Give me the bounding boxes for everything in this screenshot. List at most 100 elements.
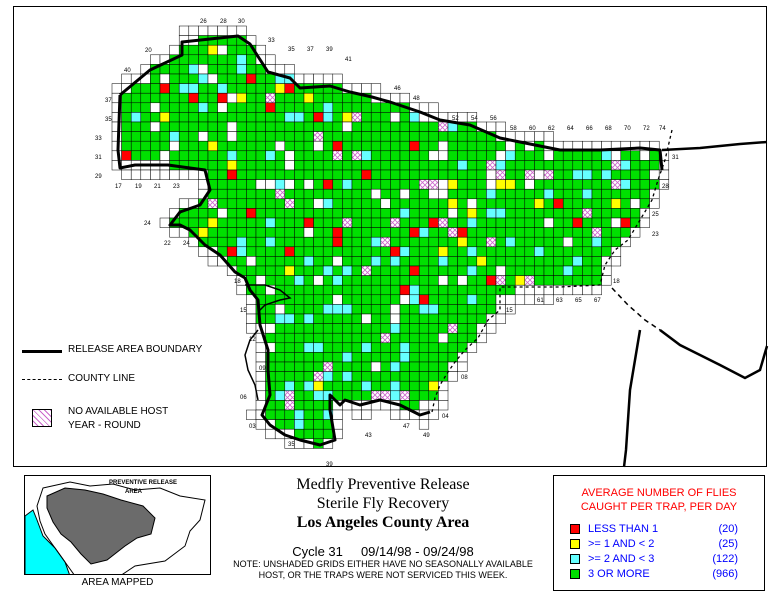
grid-cell-3-or-more bbox=[188, 54, 199, 65]
grid-cell-2-to-3 bbox=[294, 112, 305, 123]
grid-cell-3-or-more bbox=[457, 313, 468, 324]
grid-cell-3-or-more bbox=[361, 352, 372, 363]
grid-cell-3-or-more bbox=[226, 102, 238, 113]
grid-cell-1-to-2 bbox=[505, 179, 516, 190]
grid-cell-2-to-3 bbox=[361, 150, 372, 161]
grid-cell-3-or-more bbox=[476, 304, 487, 315]
grid-cell-3-or-more bbox=[505, 160, 516, 171]
grid-cell-no-host bbox=[380, 236, 391, 248]
grid-cell-3-or-more bbox=[246, 169, 257, 180]
grid-cell-3-or-more bbox=[294, 342, 305, 353]
grid-cell-3-or-more bbox=[159, 131, 170, 142]
grid-cell-3-or-more bbox=[534, 236, 545, 248]
grid-cell-3-or-more bbox=[380, 131, 391, 142]
grid-cell-unshaded bbox=[159, 169, 170, 180]
grid-cell-3-or-more bbox=[466, 188, 478, 200]
grid-cell-3-or-more bbox=[370, 131, 382, 142]
grid-cell-unshaded bbox=[140, 169, 151, 180]
grid-cell-3-or-more bbox=[591, 150, 602, 161]
grid-cell-3-or-more bbox=[447, 265, 458, 276]
grid-cell-3-or-more bbox=[514, 179, 526, 190]
grid-cell-3-or-more bbox=[418, 256, 430, 267]
grid-cell-3-or-more bbox=[265, 140, 276, 152]
grid-cell-3-or-more bbox=[313, 409, 324, 420]
grid-cell-unshaded bbox=[188, 169, 199, 180]
grid-cell-3-or-more bbox=[380, 150, 391, 161]
grid-cell-unshaded bbox=[486, 323, 497, 334]
grid-cell-3-or-more bbox=[399, 169, 410, 180]
grid-cell-3-or-more bbox=[236, 208, 247, 219]
grid-cell-no-host bbox=[495, 169, 506, 180]
grid-cell-3-or-more bbox=[246, 188, 257, 200]
grid-cell-3-or-more bbox=[274, 380, 286, 392]
grid-cell-3-or-more bbox=[418, 342, 430, 353]
grid-cell-2-to-3 bbox=[543, 188, 554, 200]
grid-cell-unshaded bbox=[390, 313, 401, 324]
grid-cell-3-or-more bbox=[409, 361, 420, 372]
grid-cell-3-or-more bbox=[399, 256, 410, 267]
grid-cell-3-or-more bbox=[601, 160, 612, 171]
grid-cell-3-or-more bbox=[543, 208, 554, 219]
grid-label-l31: 31 bbox=[95, 155, 102, 161]
grid-cell-3-or-more bbox=[342, 227, 353, 238]
grid-cell-3-or-more bbox=[274, 265, 286, 276]
grid-cell-unshaded bbox=[246, 323, 257, 334]
grid-cell-no-host bbox=[322, 361, 334, 372]
grid-cell-3-or-more bbox=[409, 160, 420, 171]
grid-cell-3-or-more bbox=[361, 198, 372, 209]
grid-cell-less-than-1 bbox=[159, 83, 170, 94]
grid-cell-3-or-more bbox=[236, 121, 247, 132]
grid-cell-3-or-more bbox=[534, 160, 545, 171]
grid-cell-3-or-more bbox=[591, 256, 602, 267]
grid-cell-3-or-more bbox=[428, 208, 439, 219]
grid-cell-3-or-more bbox=[351, 352, 362, 363]
grid-cell-3-or-more bbox=[236, 150, 247, 161]
grid-cell-3-or-more bbox=[130, 102, 142, 113]
grid-cell-3-or-more bbox=[370, 208, 382, 219]
grid-cell-3-or-more bbox=[169, 112, 180, 123]
grid-label-35: 35 bbox=[288, 47, 295, 53]
grid-cell-3-or-more bbox=[457, 256, 468, 267]
grid-cell-no-host bbox=[380, 390, 391, 401]
grid-cell-3-or-more bbox=[313, 169, 324, 180]
grid-cell-3-or-more bbox=[457, 217, 468, 228]
grid-cell-3-or-more bbox=[505, 217, 516, 228]
grid-cell-3-or-more bbox=[294, 256, 305, 267]
grid-cell-3-or-more bbox=[188, 102, 199, 113]
grid-cell-3-or-more bbox=[284, 188, 295, 200]
grid-cell-unshaded bbox=[332, 294, 343, 305]
grid-cell-3-or-more bbox=[399, 236, 410, 248]
grid-cell-3-or-more bbox=[313, 217, 324, 228]
grid-cell-3-or-more bbox=[303, 121, 314, 132]
grid-label-b47: 47 bbox=[403, 424, 410, 430]
grid-cell-3-or-more bbox=[591, 188, 602, 200]
grid-cell-3-or-more bbox=[226, 198, 238, 209]
grid-cell-3-or-more bbox=[303, 150, 314, 161]
grid-cell-no-host bbox=[390, 217, 401, 228]
grid-cell-2-to-3 bbox=[265, 236, 276, 248]
grid-cell-1-to-2 bbox=[466, 208, 478, 219]
grid-cell-unshaded bbox=[601, 275, 612, 286]
grid-cell-3-or-more bbox=[438, 371, 449, 382]
grid-cell-3-or-more bbox=[361, 390, 372, 401]
grid-cell-3-or-more bbox=[591, 217, 602, 228]
grid-cell-unshaded bbox=[486, 179, 497, 190]
grid-cell-3-or-more bbox=[226, 64, 238, 75]
grid-cell-3-or-more bbox=[572, 265, 583, 276]
grid-cell-3-or-more bbox=[438, 313, 449, 324]
grid-cell-3-or-more bbox=[438, 361, 449, 372]
grid-cell-3-or-more bbox=[217, 64, 228, 75]
grid-label-l09: 09 bbox=[259, 366, 266, 372]
grid-cell-3-or-more bbox=[351, 275, 362, 286]
grid-cell-3-or-more bbox=[361, 160, 372, 171]
grid-cell-3-or-more bbox=[534, 275, 545, 286]
grid-cell-3-or-more bbox=[562, 256, 574, 267]
grid-cell-3-or-more bbox=[342, 92, 353, 104]
grid-cell-unshaded bbox=[265, 54, 276, 65]
grid-cell-1-to-2 bbox=[476, 256, 487, 267]
grid-cell-3-or-more bbox=[543, 227, 554, 238]
grid-cell-3-or-more bbox=[150, 140, 161, 152]
grid-cell-3-or-more bbox=[390, 371, 401, 382]
grid-cell-3-or-more bbox=[236, 217, 247, 228]
grid-cell-3-or-more bbox=[342, 313, 353, 324]
